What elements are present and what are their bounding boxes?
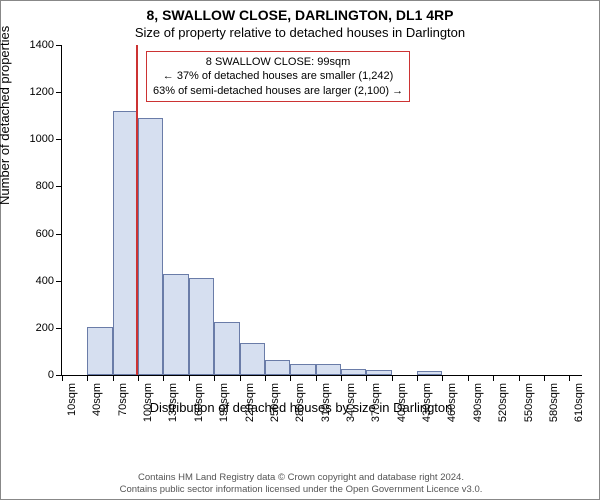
annotation-line: ← 37% of detached houses are smaller (1,… [153,69,403,83]
x-tick [392,375,393,381]
x-tick [163,375,164,381]
histogram-bar [189,278,214,375]
marker-line [136,45,138,375]
y-tick-label: 1400 [30,39,54,51]
annotation-line: 8 SWALLOW CLOSE: 99sqm [153,55,403,69]
x-tick [493,375,494,381]
x-tick [569,375,570,381]
footer-line-2: Contains public sector information licen… [1,484,600,495]
footer: Contains HM Land Registry data © Crown c… [1,472,600,495]
chart-subtitle: Size of property relative to detached ho… [1,23,599,42]
x-axis-label: Distribution of detached houses by size … [1,400,600,415]
annotation-line: 63% of semi-detached houses are larger (… [153,84,403,98]
y-tick-label: 1200 [30,86,54,98]
x-tick [442,375,443,381]
x-tick [544,375,545,381]
histogram-bar [240,343,265,375]
histogram-bar [113,111,138,375]
y-tick-label: 600 [36,228,54,240]
x-tick [265,375,266,381]
y-tick [56,92,62,93]
x-tick [189,375,190,381]
y-tick-label: 0 [48,369,54,381]
histogram-bar [138,118,163,375]
plot-area: 020040060080010001200140010sqm40sqm70sqm… [61,45,582,376]
x-tick [214,375,215,381]
chart-container: 8, SWALLOW CLOSE, DARLINGTON, DL1 4RP Si… [0,0,600,500]
y-tick-label: 400 [36,275,54,287]
y-tick [56,328,62,329]
histogram-bar [366,370,391,375]
x-tick [138,375,139,381]
y-tick [56,234,62,235]
x-tick [290,375,291,381]
chart-area: Number of detached properties 0200400600… [1,45,600,445]
x-tick [316,375,317,381]
footer-line-1: Contains HM Land Registry data © Crown c… [1,472,600,483]
x-tick [240,375,241,381]
histogram-bar [290,364,315,375]
x-tick [341,375,342,381]
x-tick [113,375,114,381]
x-tick [468,375,469,381]
histogram-bar [341,369,366,375]
histogram-bar [87,327,112,375]
y-tick [56,139,62,140]
x-tick [62,375,63,381]
y-tick-label: 1000 [30,133,54,145]
y-tick-label: 800 [36,180,54,192]
y-tick-label: 200 [36,322,54,334]
x-tick [87,375,88,381]
x-tick [519,375,520,381]
y-tick [56,186,62,187]
y-axis-label: Number of detached properties [0,26,12,205]
histogram-bar [163,274,188,375]
histogram-bar [265,360,290,375]
histogram-bar [214,322,239,375]
x-tick [417,375,418,381]
annotation-box: 8 SWALLOW CLOSE: 99sqm← 37% of detached … [146,51,410,102]
histogram-bar [417,371,442,375]
histogram-bar [316,364,341,375]
y-tick [56,281,62,282]
x-tick [366,375,367,381]
chart-title: 8, SWALLOW CLOSE, DARLINGTON, DL1 4RP [1,1,599,23]
y-tick [56,45,62,46]
